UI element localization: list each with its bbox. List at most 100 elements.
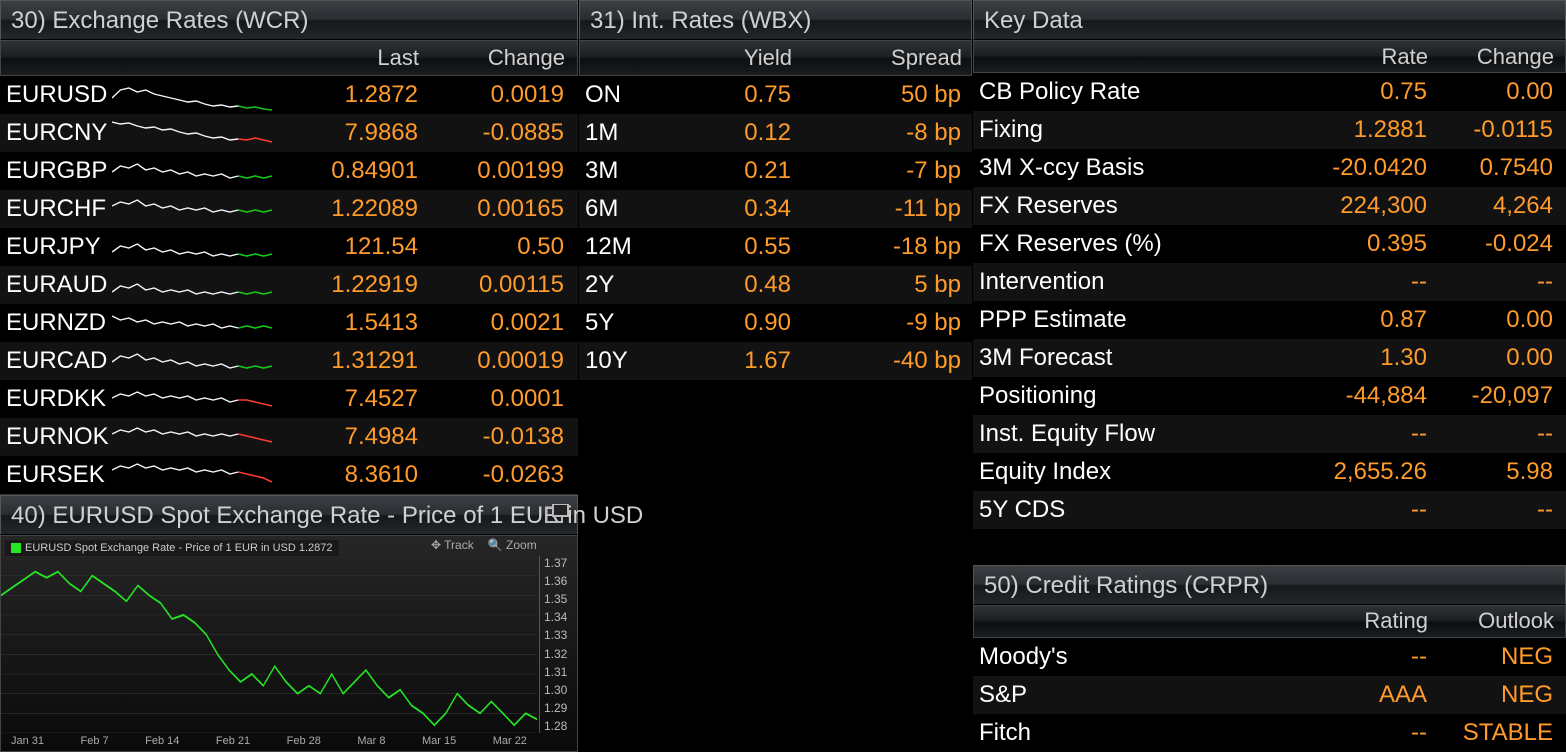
credit-row[interactable]: S&PAAANEG [973, 676, 1566, 714]
chart-ytick: 1.30 [544, 683, 577, 697]
keydata-row[interactable]: 5Y CDS---- [973, 491, 1566, 529]
keydata-row[interactable]: Positioning-44,884-20,097 [973, 377, 1566, 415]
kd-name: PPP Estimate [973, 306, 1235, 334]
ir-spread: 50 bp [797, 81, 967, 109]
fx-row[interactable]: EURNOK 7.4984-0.0138 [0, 418, 578, 456]
fx-row[interactable]: EURCNY 7.9868-0.0885 [0, 114, 578, 152]
fx-row[interactable]: EURCAD 1.312910.00019 [0, 342, 578, 380]
kd-name: 3M Forecast [973, 344, 1235, 372]
keydata-row[interactable]: FX Reserves224,3004,264 [973, 187, 1566, 225]
chart-body[interactable]: EURUSD Spot Exchange Rate - Price of 1 E… [0, 535, 578, 752]
kd-change: 0.00 [1433, 344, 1559, 372]
cr-name: S&P [973, 681, 1235, 709]
cr-rating: AAA [1235, 681, 1433, 709]
cr-outlook: STABLE [1433, 719, 1559, 747]
keydata-row[interactable]: 3M X-ccy Basis-20.04200.7540 [973, 149, 1566, 187]
ir-tenor: 10Y [579, 347, 647, 375]
ir-tenor: ON [579, 81, 647, 109]
ir-tenor: 2Y [579, 271, 647, 299]
fx-pair: EURNOK [0, 423, 112, 451]
kd-rate: -44,884 [1235, 382, 1433, 410]
fx-last: 1.22919 [276, 271, 424, 299]
intrates-panel-title[interactable]: 31) Int. Rates (WBX) [579, 0, 972, 40]
fx-row[interactable]: EURGBP 0.849010.00199 [0, 152, 578, 190]
kd-rate: 0.75 [1235, 78, 1433, 106]
fx-row[interactable]: EURNZD 1.54130.0021 [0, 304, 578, 342]
chart-panel-title[interactable]: 40) EURUSD Spot Exchange Rate - Price of… [0, 495, 578, 535]
fx-pair: EURAUD [0, 271, 112, 299]
intrate-row[interactable]: 6M0.34-11 bp [579, 190, 972, 228]
chart-xtick: Mar 8 [357, 735, 385, 751]
chart-zoom-button[interactable]: 🔍 Zoom [488, 538, 537, 552]
chart-toolbar: ✥ Track 🔍 Zoom [431, 538, 537, 552]
ir-spread: -7 bp [797, 157, 967, 185]
fx-row[interactable]: EURCHF 1.220890.00165 [0, 190, 578, 228]
intrate-row[interactable]: 5Y0.90-9 bp [579, 304, 972, 342]
sparkline [112, 114, 276, 152]
intrate-row[interactable]: 3M0.21-7 bp [579, 152, 972, 190]
keydata-row[interactable]: Equity Index2,655.265.98 [973, 453, 1566, 491]
kd-name: Inst. Equity Flow [973, 420, 1235, 448]
kd-name: 3M X-ccy Basis [973, 154, 1235, 182]
fx-last: 1.5413 [276, 309, 424, 337]
cr-outlook: NEG [1433, 681, 1559, 709]
keydata-row[interactable]: 3M Forecast1.300.00 [973, 339, 1566, 377]
chart-xtick: Mar 15 [422, 735, 456, 751]
fx-pair: EURSEK [0, 461, 112, 489]
keydata-row[interactable]: Intervention---- [973, 263, 1566, 301]
intrate-row[interactable]: 12M0.55-18 bp [579, 228, 972, 266]
fx-row[interactable]: EURUSD 1.28720.0019 [0, 76, 578, 114]
credit-panel-title[interactable]: 50) Credit Ratings (CRPR) [973, 565, 1566, 605]
fx-last: 0.84901 [276, 157, 424, 185]
kd-change: -0.024 [1433, 230, 1559, 258]
ir-tenor: 1M [579, 119, 647, 147]
kd-change: 4,264 [1433, 192, 1559, 220]
keydata-row[interactable]: FX Reserves (%)0.395-0.024 [973, 225, 1566, 263]
chart-track-button[interactable]: ✥ Track [431, 538, 474, 552]
kd-rate: 0.87 [1235, 306, 1433, 334]
fx-change: 0.00019 [424, 347, 570, 375]
intrate-row[interactable]: ON0.7550 bp [579, 76, 972, 114]
fx-change: -0.0138 [424, 423, 570, 451]
ir-tenor: 6M [579, 195, 647, 223]
kd-rate: -- [1235, 496, 1433, 524]
fx-row[interactable]: EURDKK 7.45270.0001 [0, 380, 578, 418]
credit-column-headers: Rating Outlook [973, 605, 1566, 638]
keydata-row[interactable]: PPP Estimate0.870.00 [973, 301, 1566, 339]
popout-icon[interactable] [545, 504, 569, 524]
fx-panel-title[interactable]: 30) Exchange Rates (WCR) [0, 0, 578, 40]
fx-last: 8.3610 [276, 461, 424, 489]
chart-ytick: 1.37 [544, 556, 577, 570]
kd-change: -- [1433, 420, 1559, 448]
keydata-row[interactable]: Inst. Equity Flow---- [973, 415, 1566, 453]
sparkline [112, 418, 276, 456]
intrate-row[interactable]: 2Y0.485 bp [579, 266, 972, 304]
kd-rate: 1.30 [1235, 344, 1433, 372]
ir-spread: -40 bp [797, 347, 967, 375]
fx-row[interactable]: EURSEK 8.3610-0.0263 [0, 456, 578, 494]
cr-name: Fitch [973, 719, 1235, 747]
fx-pair: EURGBP [0, 157, 112, 185]
ir-spread: -11 bp [797, 195, 967, 223]
credit-row[interactable]: Fitch--STABLE [973, 714, 1566, 752]
keydata-row[interactable]: Fixing1.2881-0.0115 [973, 111, 1566, 149]
chart-x-axis: Jan 31Feb 7Feb 14Feb 21Feb 28Mar 8Mar 15… [1, 735, 537, 751]
ir-spread: -18 bp [797, 233, 967, 261]
fx-pair: EURJPY [0, 233, 112, 261]
fx-pair: EURCAD [0, 347, 112, 375]
fx-last: 1.31291 [276, 347, 424, 375]
fx-row[interactable]: EURAUD 1.229190.00115 [0, 266, 578, 304]
credit-row[interactable]: Moody's--NEG [973, 638, 1566, 676]
kd-rate: -- [1235, 420, 1433, 448]
keydata-panel-title[interactable]: Key Data [973, 0, 1566, 40]
keydata-row[interactable]: CB Policy Rate0.750.00 [973, 73, 1566, 111]
cr-rating: -- [1235, 643, 1433, 671]
intrate-row[interactable]: 1M0.12-8 bp [579, 114, 972, 152]
kd-change: 0.00 [1433, 306, 1559, 334]
kd-rate: 2,655.26 [1235, 458, 1433, 486]
keydata-column-headers: Rate Change [973, 40, 1566, 73]
chart-ytick: 1.29 [544, 701, 577, 715]
chart-xtick: Mar 22 [493, 735, 527, 751]
fx-row[interactable]: EURJPY 121.540.50 [0, 228, 578, 266]
intrate-row[interactable]: 10Y1.67-40 bp [579, 342, 972, 380]
